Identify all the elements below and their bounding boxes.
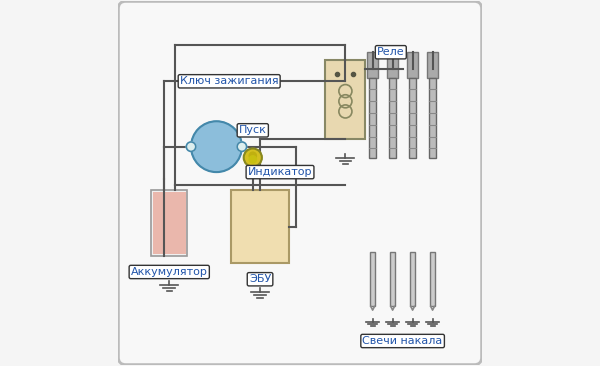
- FancyBboxPatch shape: [153, 192, 185, 254]
- Text: Аккумулятор: Аккумулятор: [131, 267, 208, 277]
- Circle shape: [191, 121, 242, 172]
- FancyBboxPatch shape: [407, 52, 418, 78]
- FancyBboxPatch shape: [410, 252, 415, 306]
- Text: Индикатор: Индикатор: [248, 167, 312, 177]
- FancyBboxPatch shape: [429, 78, 436, 158]
- FancyBboxPatch shape: [231, 190, 289, 263]
- FancyBboxPatch shape: [387, 52, 398, 78]
- Circle shape: [249, 156, 256, 163]
- Text: Ключ зажигания: Ключ зажигания: [180, 76, 278, 86]
- FancyBboxPatch shape: [409, 78, 416, 158]
- FancyBboxPatch shape: [367, 52, 378, 78]
- Text: Реле: Реле: [377, 47, 404, 57]
- FancyBboxPatch shape: [427, 52, 438, 78]
- FancyBboxPatch shape: [369, 78, 376, 158]
- Text: ЭБУ: ЭБУ: [249, 274, 271, 284]
- Circle shape: [249, 152, 256, 159]
- Circle shape: [187, 142, 196, 152]
- FancyBboxPatch shape: [430, 252, 435, 306]
- Text: Свечи накала: Свечи накала: [362, 336, 443, 346]
- FancyBboxPatch shape: [370, 252, 375, 306]
- Circle shape: [237, 142, 247, 152]
- FancyBboxPatch shape: [325, 60, 365, 139]
- Circle shape: [244, 149, 262, 167]
- FancyBboxPatch shape: [390, 252, 395, 306]
- Text: Пуск: Пуск: [239, 125, 267, 135]
- FancyBboxPatch shape: [389, 78, 396, 158]
- FancyBboxPatch shape: [118, 1, 482, 365]
- FancyBboxPatch shape: [151, 190, 187, 255]
